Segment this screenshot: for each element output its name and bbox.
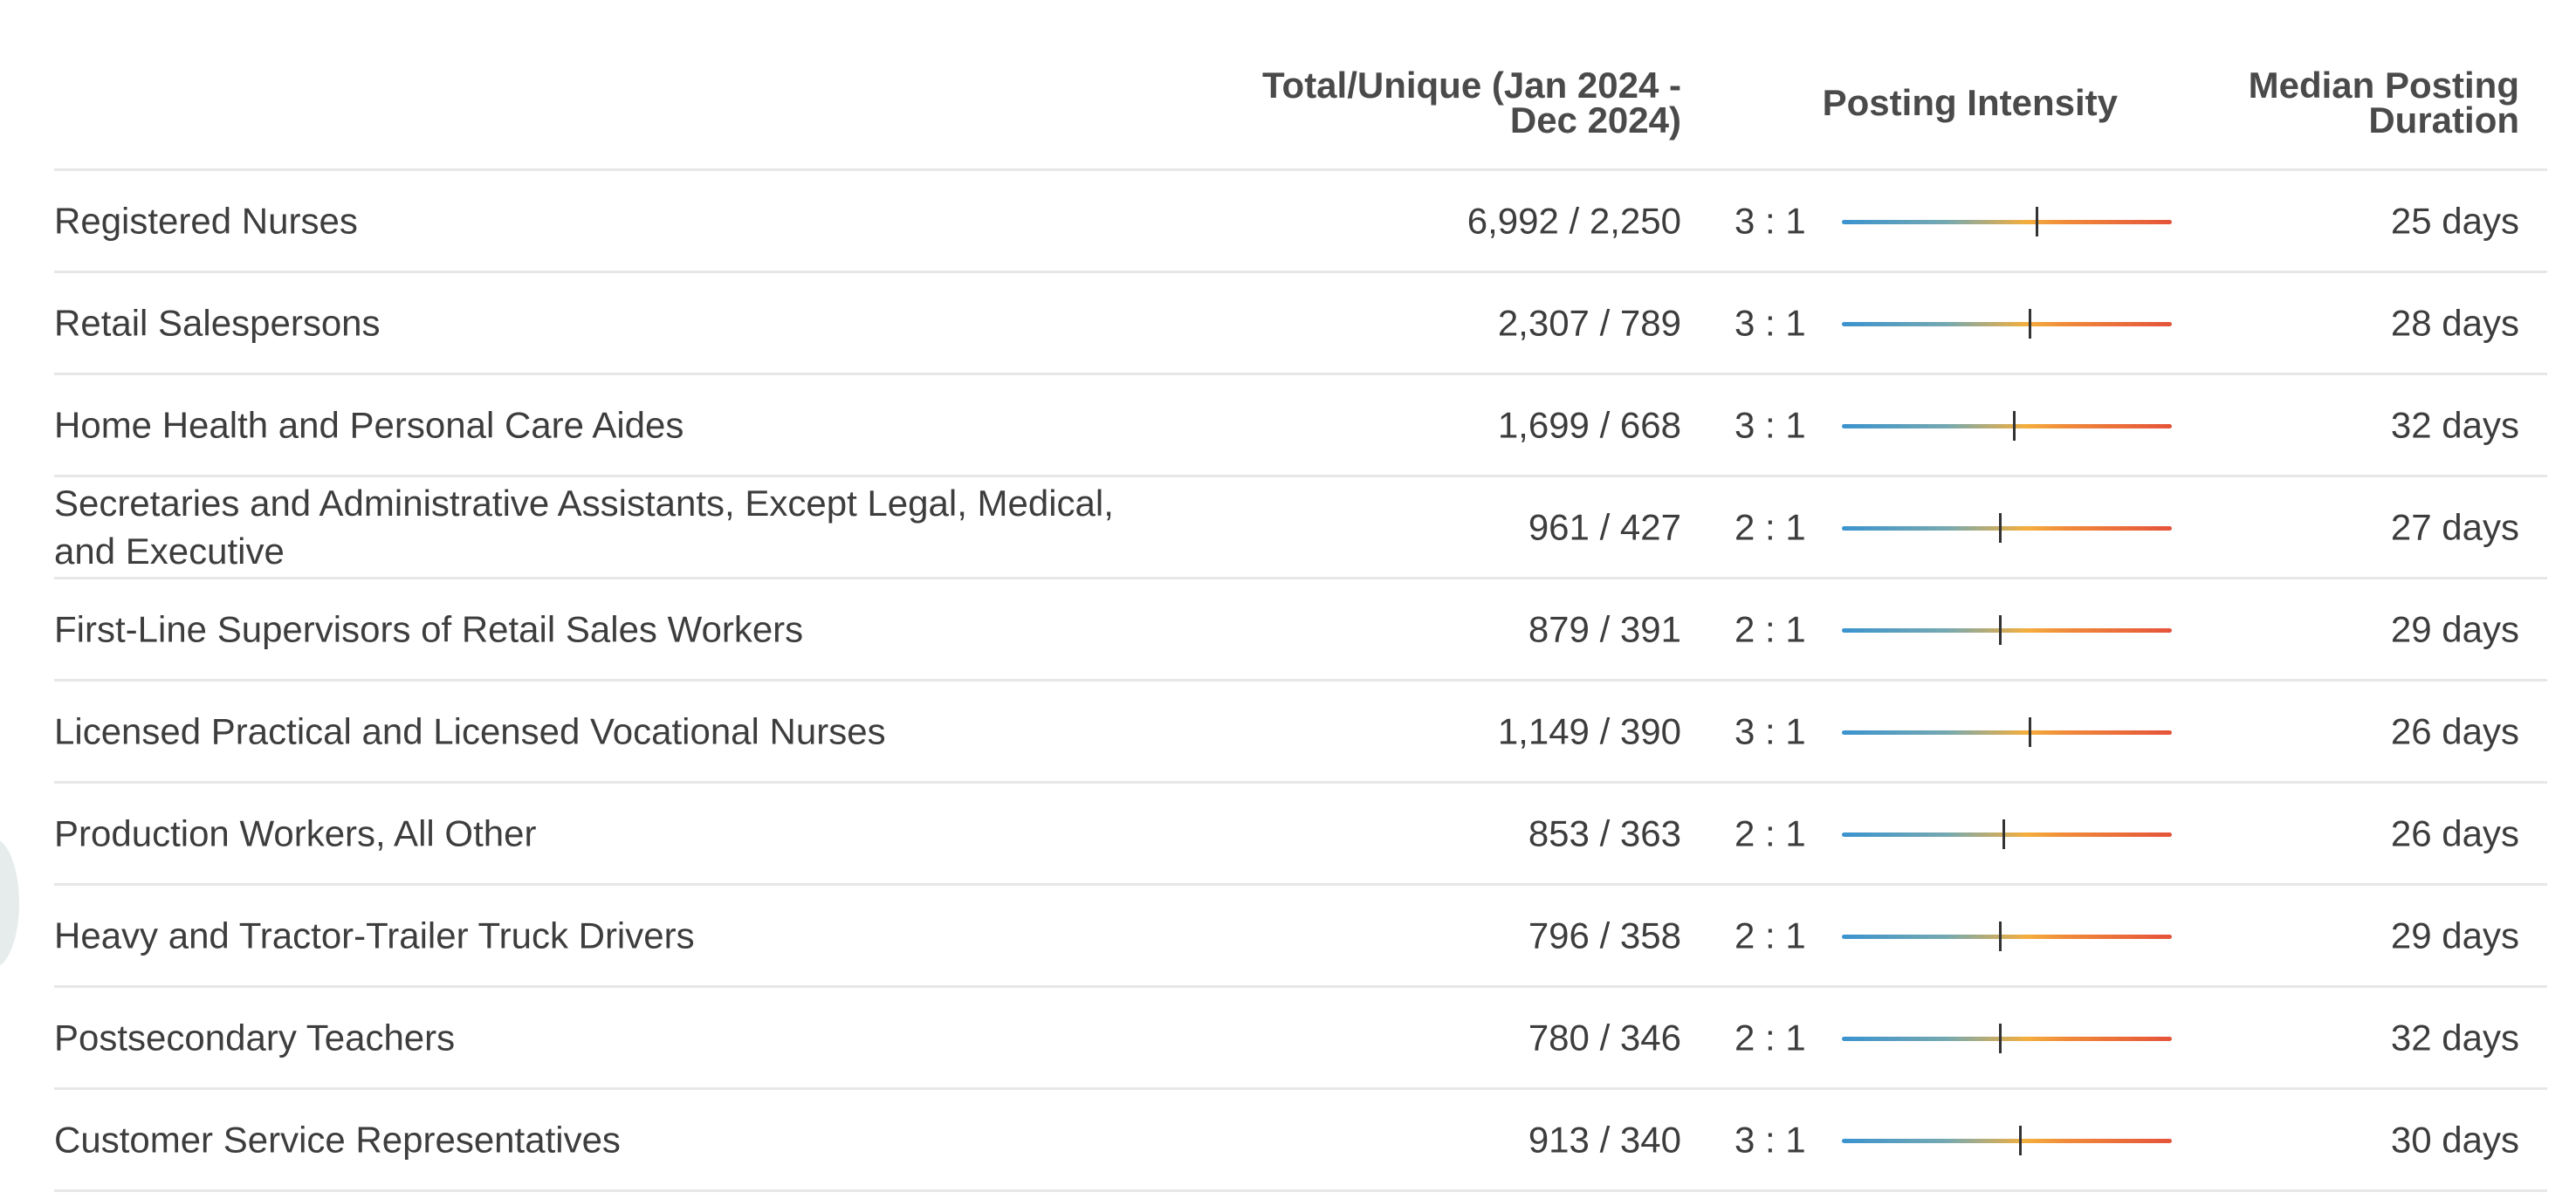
total-unique-value: 796 / 358 bbox=[1528, 915, 1681, 956]
intensity-gauge-marker bbox=[2029, 717, 2032, 747]
occupation-name: Heavy and Tractor-Trailer Truck Drivers bbox=[54, 915, 695, 956]
intensity-gauge-marker bbox=[1999, 1024, 2002, 1053]
table-row[interactable]: Licensed Practical and Licensed Vocation… bbox=[54, 682, 2547, 784]
total-unique-value: 1,149 / 390 bbox=[1497, 710, 1681, 752]
intensity-gauge-track bbox=[1842, 1139, 2172, 1143]
intensity-gauge-marker bbox=[2002, 819, 2006, 849]
total-unique-value: 879 / 391 bbox=[1528, 608, 1681, 650]
intensity-ratio: 3 : 1 bbox=[1735, 404, 1806, 446]
table-row[interactable]: Retail Salespersons 2,307 / 789 3 : 1 28 da… bbox=[54, 273, 2547, 375]
intensity-gauge-marker bbox=[2036, 207, 2039, 236]
occupation-name: First-Line Supervisors of Retail Sales W… bbox=[54, 608, 804, 650]
intensity-gauge-track bbox=[1842, 424, 2172, 428]
median-duration-value: 26 days bbox=[2390, 710, 2519, 752]
table-header: Total/Unique (Jan 2024 - Dec 2024) Posti… bbox=[54, 54, 2547, 171]
occupation-name: Licensed Practical and Licensed Vocation… bbox=[54, 710, 886, 752]
intensity-gauge bbox=[1842, 611, 2172, 647]
table-row[interactable]: Customer Service Representatives 913 / 34… bbox=[54, 1090, 2547, 1192]
intensity-gauge-marker bbox=[1999, 513, 2002, 543]
intensity-ratio: 2 : 1 bbox=[1735, 812, 1806, 854]
table-row[interactable]: Secretaries and Administrative Assistant… bbox=[54, 477, 2547, 579]
intensity-gauge-marker bbox=[2012, 411, 2016, 441]
intensity-gauge bbox=[1842, 305, 2172, 341]
total-unique-value: 2,307 / 789 bbox=[1497, 302, 1681, 344]
intensity-gauge bbox=[1842, 917, 2172, 954]
occupation-name: Retail Salespersons bbox=[54, 302, 381, 344]
median-duration-value: 32 days bbox=[2390, 1017, 2519, 1059]
table-row[interactable]: First-Line Supervisors of Retail Sales W… bbox=[54, 579, 2547, 682]
intensity-gauge bbox=[1842, 509, 2172, 545]
intensity-gauge-track bbox=[1842, 1037, 2172, 1041]
occupation-name: Postsecondary Teachers bbox=[54, 1017, 456, 1059]
intensity-gauge-marker bbox=[1999, 922, 2002, 951]
median-duration-value: 32 days bbox=[2390, 404, 2519, 446]
table-row[interactable]: Production Workers, All Other 853 / 363 2 … bbox=[54, 784, 2547, 886]
median-duration-value: 26 days bbox=[2390, 812, 2519, 854]
intensity-ratio: 3 : 1 bbox=[1735, 710, 1806, 752]
median-duration-value: 29 days bbox=[2390, 608, 2519, 650]
median-duration-value: 25 days bbox=[2390, 200, 2519, 242]
table-row[interactable]: Postsecondary Teachers 780 / 346 2 : 1 32 d… bbox=[54, 988, 2547, 1090]
header-posting-intensity[interactable]: Posting Intensity bbox=[1822, 82, 2118, 123]
intensity-gauge-track bbox=[1842, 628, 2172, 633]
table-body: Registered Nurses 6,992 / 2,250 3 : 1 25 da… bbox=[54, 171, 2547, 1192]
intensity-gauge-track bbox=[1842, 220, 2172, 224]
intensity-ratio: 2 : 1 bbox=[1735, 1017, 1806, 1059]
intensity-ratio: 3 : 1 bbox=[1735, 1119, 1806, 1161]
total-unique-value: 780 / 346 bbox=[1528, 1017, 1681, 1059]
intensity-ratio: 2 : 1 bbox=[1735, 506, 1806, 548]
median-duration-value: 27 days bbox=[2390, 506, 2519, 548]
intensity-gauge bbox=[1842, 1121, 2172, 1158]
occupation-name: Secretaries and Administrative Assistant… bbox=[54, 483, 1114, 572]
median-duration-value: 28 days bbox=[2390, 302, 2519, 344]
intensity-gauge bbox=[1842, 407, 2172, 443]
intensity-ratio: 3 : 1 bbox=[1735, 200, 1806, 242]
header-total-unique[interactable]: Total/Unique (Jan 2024 - Dec 2024) bbox=[1262, 65, 1681, 140]
background-shape bbox=[0, 838, 19, 969]
intensity-gauge-marker bbox=[1999, 615, 2002, 645]
total-unique-value: 6,992 / 2,250 bbox=[1467, 200, 1681, 242]
intensity-ratio: 3 : 1 bbox=[1735, 302, 1806, 344]
intensity-gauge-track bbox=[1842, 526, 2172, 531]
intensity-gauge-marker bbox=[2019, 1126, 2023, 1155]
occupation-name: Production Workers, All Other bbox=[54, 812, 537, 854]
header-median-duration[interactable]: Median Posting Duration bbox=[2248, 65, 2519, 140]
median-duration-value: 30 days bbox=[2390, 1119, 2519, 1161]
table-row[interactable]: Home Health and Personal Care Aides 1,699… bbox=[54, 375, 2547, 477]
intensity-gauge bbox=[1842, 713, 2172, 750]
intensity-ratio: 2 : 1 bbox=[1735, 608, 1806, 650]
total-unique-value: 1,699 / 668 bbox=[1497, 404, 1681, 446]
intensity-ratio: 2 : 1 bbox=[1735, 915, 1806, 956]
occupation-name: Home Health and Personal Care Aides bbox=[54, 404, 684, 446]
table-row[interactable]: Heavy and Tractor-Trailer Truck Drivers 7… bbox=[54, 886, 2547, 988]
occupation-posting-table: Total/Unique (Jan 2024 - Dec 2024) Posti… bbox=[54, 54, 2547, 1192]
total-unique-value: 853 / 363 bbox=[1528, 812, 1681, 854]
intensity-gauge-track bbox=[1842, 832, 2172, 837]
occupation-name: Registered Nurses bbox=[54, 200, 358, 242]
total-unique-value: 961 / 427 bbox=[1528, 506, 1681, 548]
total-unique-value: 913 / 340 bbox=[1528, 1119, 1681, 1161]
intensity-gauge bbox=[1842, 815, 2172, 852]
intensity-gauge-marker bbox=[2029, 309, 2032, 339]
intensity-gauge-track bbox=[1842, 322, 2172, 326]
intensity-gauge bbox=[1842, 202, 2172, 239]
intensity-gauge bbox=[1842, 1019, 2172, 1056]
occupation-name: Customer Service Representatives bbox=[54, 1119, 621, 1161]
intensity-gauge-track bbox=[1842, 935, 2172, 939]
intensity-gauge-track bbox=[1842, 730, 2172, 735]
median-duration-value: 29 days bbox=[2390, 915, 2519, 956]
table-row[interactable]: Registered Nurses 6,992 / 2,250 3 : 1 25 da… bbox=[54, 171, 2547, 273]
